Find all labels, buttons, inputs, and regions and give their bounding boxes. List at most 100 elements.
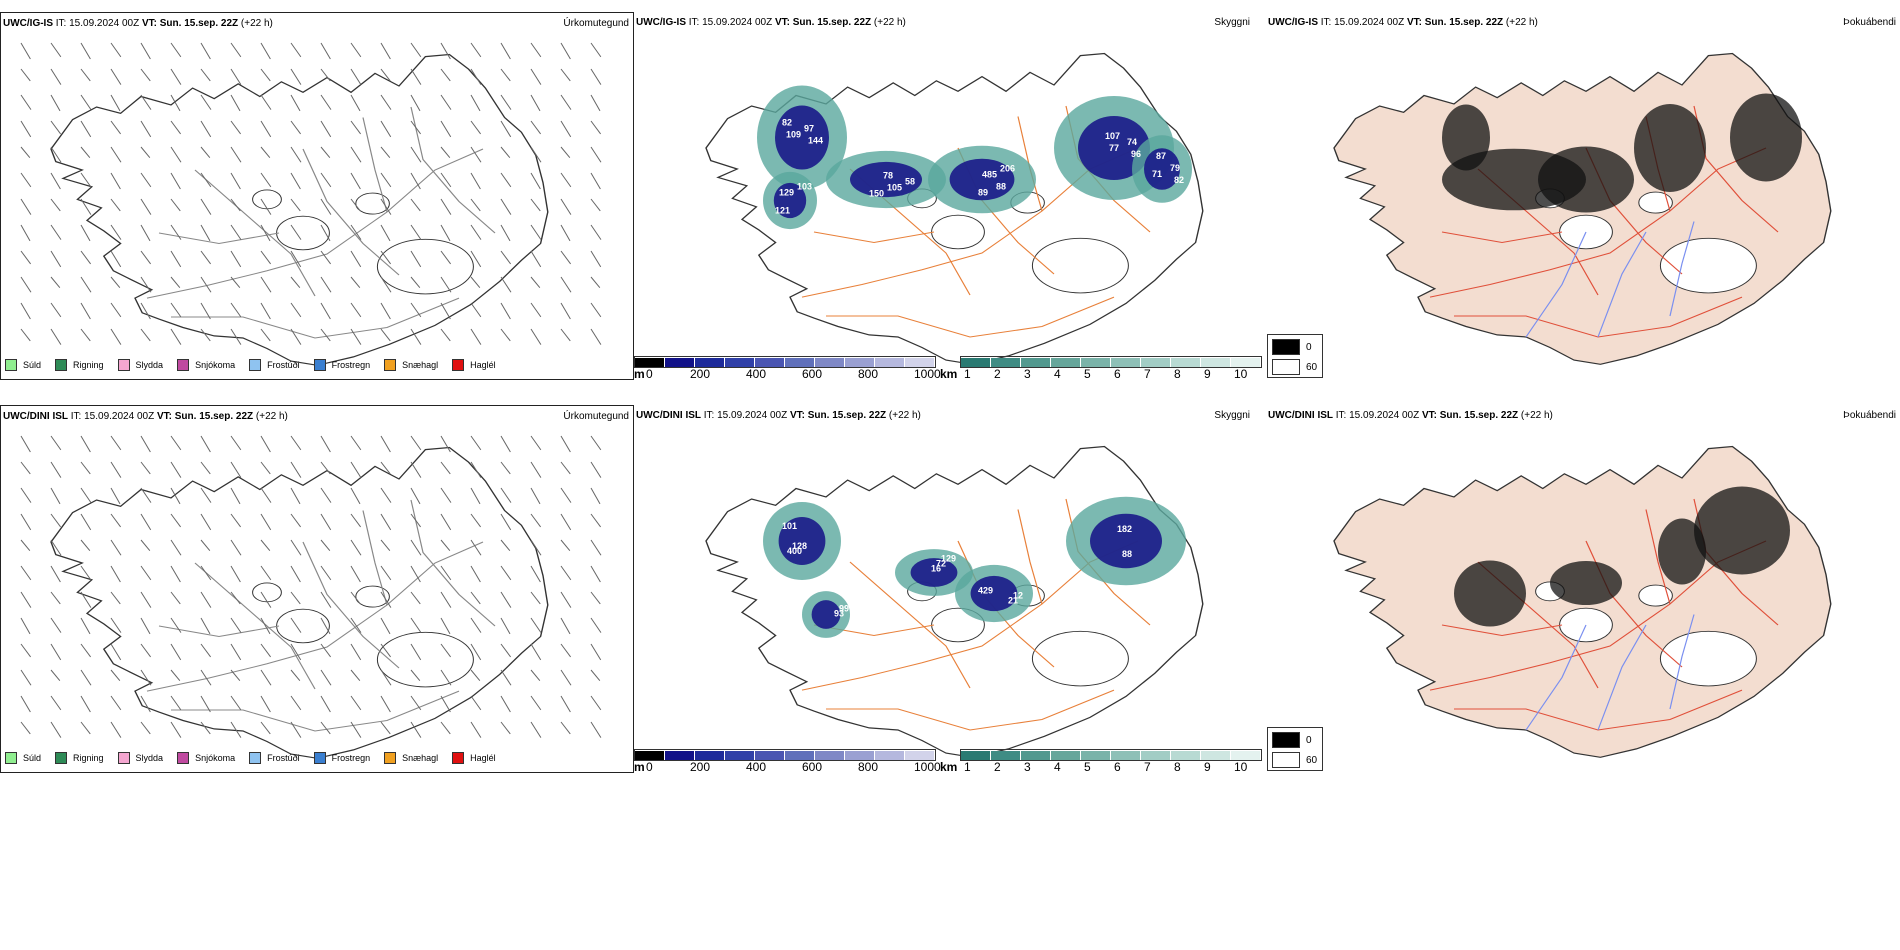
wind-barb bbox=[500, 302, 511, 320]
wind-barb bbox=[380, 669, 392, 686]
height-tick: 200 bbox=[690, 760, 711, 773]
height-tick: 0 bbox=[646, 367, 653, 380]
iceland-map bbox=[20, 435, 602, 759]
wind-barb bbox=[80, 68, 91, 82]
wind-barb bbox=[230, 198, 241, 212]
wind-barb bbox=[80, 198, 92, 215]
wind-barb bbox=[440, 94, 452, 110]
wind-barb bbox=[500, 565, 512, 581]
wind-barb bbox=[320, 250, 332, 265]
wind-barb bbox=[170, 565, 181, 583]
wind-barb bbox=[20, 669, 32, 686]
cloud-base-label: 99 bbox=[839, 604, 849, 614]
wind-barb bbox=[20, 68, 31, 82]
road-line bbox=[171, 297, 460, 339]
wind-barb bbox=[440, 643, 452, 658]
wind-barb bbox=[230, 276, 241, 289]
wind-barb bbox=[320, 591, 332, 608]
wind-barb bbox=[20, 461, 31, 475]
wind-barb bbox=[350, 695, 362, 711]
height-tick: 800 bbox=[858, 367, 879, 380]
wind-barb bbox=[440, 513, 452, 531]
wind-barb bbox=[530, 513, 542, 528]
issue-time: 15.09.2024 00Z bbox=[702, 17, 773, 28]
wind-barb bbox=[260, 487, 272, 503]
wind-barb bbox=[230, 172, 241, 190]
visibility-colorbar bbox=[960, 356, 1262, 368]
wind-barb bbox=[530, 302, 542, 318]
legend-label: Haglél bbox=[470, 360, 496, 370]
legend-item: Frostúði bbox=[249, 752, 300, 764]
visibility-colorbar-segments bbox=[961, 357, 1261, 367]
wind-barb bbox=[380, 643, 392, 658]
cloud-base-label: 129 bbox=[779, 188, 794, 198]
cloud-base-label: 77 bbox=[1109, 143, 1119, 153]
fog-area bbox=[1658, 518, 1706, 585]
road-line bbox=[410, 499, 496, 627]
visibility-tick: 8 bbox=[1174, 367, 1181, 380]
wind-barb bbox=[350, 276, 361, 289]
wind-barb bbox=[350, 435, 362, 451]
wind-barb bbox=[470, 487, 481, 505]
wind-barb bbox=[590, 250, 602, 268]
wind-barb bbox=[530, 643, 542, 661]
wind-barb bbox=[380, 250, 392, 265]
cloud-base-label: 87 bbox=[1156, 151, 1166, 161]
wind-barb bbox=[200, 617, 211, 635]
visibility-tick: 7 bbox=[1144, 760, 1151, 773]
wind-barb bbox=[380, 328, 391, 342]
wind-barb bbox=[440, 120, 452, 138]
wind-barb bbox=[590, 224, 602, 240]
wind-barb bbox=[590, 68, 602, 85]
panel-title: Úrkomutegund bbox=[563, 411, 629, 422]
wind-barb bbox=[20, 172, 32, 188]
wind-barb bbox=[140, 643, 152, 658]
wind-barb bbox=[260, 172, 272, 188]
wind-barb bbox=[50, 42, 62, 58]
road-line bbox=[302, 541, 400, 669]
wind-barb bbox=[410, 435, 422, 451]
legend-label: Slydda bbox=[135, 360, 164, 370]
wind-barb bbox=[380, 120, 392, 138]
wind-barb bbox=[140, 721, 151, 735]
panel-title: Skyggni bbox=[1214, 410, 1250, 421]
visibility-tick: 1 bbox=[964, 760, 971, 773]
wind-barb bbox=[380, 565, 392, 581]
legend-label: Snjókoma bbox=[195, 360, 236, 370]
wind-barb bbox=[590, 276, 601, 289]
wind-barb bbox=[260, 461, 271, 475]
legend-item: Rigning bbox=[55, 752, 104, 764]
panel-title: Úrkomutegund bbox=[563, 18, 629, 29]
river-line bbox=[1525, 624, 1587, 731]
cloud-base-area bbox=[778, 517, 826, 565]
wind-barb bbox=[470, 328, 482, 345]
wind-barb bbox=[440, 435, 451, 453]
visibility-tick: 7 bbox=[1144, 367, 1151, 380]
visibility-tick: 4 bbox=[1054, 760, 1061, 773]
wind-barb bbox=[410, 461, 422, 478]
wind-barb bbox=[410, 591, 421, 605]
wind-barb bbox=[530, 539, 542, 556]
river-line bbox=[1597, 231, 1647, 338]
panel-header: UWC/IG-IS IT: 15.09.2024 00Z VT: Sun. 15… bbox=[1268, 17, 1538, 28]
wind-barb bbox=[50, 250, 62, 268]
wind-barb bbox=[170, 591, 181, 605]
wind-barb bbox=[140, 565, 152, 581]
wind-barb bbox=[560, 172, 572, 188]
wind-barb bbox=[320, 146, 331, 159]
wind-barb bbox=[380, 68, 391, 82]
fog-indicator-panel: UWC/IG-IS IT: 15.09.2024 00Z VT: Sun. 15… bbox=[1266, 12, 1900, 380]
wind-barb bbox=[260, 643, 272, 658]
model-name: UWC/DINI ISL bbox=[1268, 410, 1333, 421]
wind-barb bbox=[260, 328, 271, 342]
wind-barb bbox=[110, 250, 122, 268]
wind-barb bbox=[380, 695, 391, 713]
wind-barb bbox=[380, 435, 391, 453]
wind-barb bbox=[200, 461, 211, 475]
wind-barb bbox=[110, 643, 122, 661]
wind-barb bbox=[230, 328, 242, 345]
wind-barb bbox=[500, 68, 511, 82]
wind-barb bbox=[590, 487, 601, 505]
valid-label: VT: bbox=[141, 18, 157, 29]
wind-barb bbox=[590, 695, 602, 711]
